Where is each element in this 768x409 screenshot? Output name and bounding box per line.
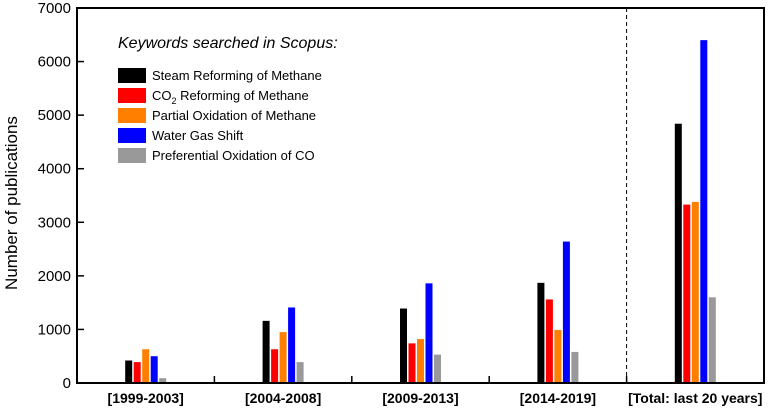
bar [400,308,407,383]
bar [554,329,562,383]
y-tick-label: 7000 [38,0,71,17]
bar [708,297,716,383]
bar [691,201,699,383]
x-tick-label: [1999-2003] [108,390,184,406]
y-tick-label: 2000 [38,268,71,285]
bar [700,40,708,384]
legend-swatch [118,68,146,83]
legend-label: Partial Oxidation of Methane [152,108,316,123]
legend-label-rest: Reforming of Methane [177,88,309,103]
legend-swatch [118,88,146,103]
bar [434,354,441,383]
bar [425,283,433,383]
legend-label-main: CO [152,88,172,103]
y-axis-label: Number of publications [2,116,21,290]
bar [133,362,141,383]
legend-swatch [118,148,146,163]
bar [142,349,150,383]
x-tick-label: [Total: last 20 years] [628,390,762,406]
bar [296,362,304,383]
bar [683,204,691,383]
bar [271,349,279,383]
y-tick-label: 0 [63,375,71,392]
legend-label: Preferential Oxidation of CO [152,148,315,163]
bar [417,339,424,383]
bar [408,343,416,383]
legend-label: Steam Reforming of Methane [152,68,322,83]
y-axis: 0 1000 2000 3000 4000 5000 6000 7000 [38,0,84,392]
legend-swatch [118,108,146,123]
legend-swatch [118,128,146,143]
bar [125,360,133,383]
x-tick-label: [2009-2013] [382,390,458,406]
legend: Keywords searched in Scopus: Steam Refor… [118,35,338,163]
bars-layer [125,40,716,384]
y-tick-label: 4000 [38,161,71,178]
y-tick-label: 1000 [38,321,71,338]
plot-frame [76,7,765,384]
y-tick-label: 6000 [38,54,71,71]
bar [262,320,270,383]
bar [159,378,167,383]
bar [279,332,287,383]
x-tick-label: [2004-2008] [245,390,321,406]
legend-label: CO2 Reforming of Methane [152,88,309,106]
y-tick-label: 5000 [38,107,71,124]
legend-title: Keywords searched in Scopus: [118,35,338,52]
bar [288,307,296,383]
legend-label: Water Gas Shift [152,128,244,143]
legend-label-subscript: 2 [172,96,177,106]
legend-items: Steam Reforming of Methane CO2 Reforming … [118,68,322,163]
bar [545,299,553,383]
bar [562,241,570,383]
bar [571,351,579,383]
bar [150,356,158,383]
x-tick-label: [2014-2019] [520,390,596,406]
bar [537,282,545,383]
x-axis: [1999-2003] [2004-2008] [2009-2013] [2014-2… [108,376,762,406]
y-tick-label: 3000 [38,214,71,231]
bar [674,123,682,383]
